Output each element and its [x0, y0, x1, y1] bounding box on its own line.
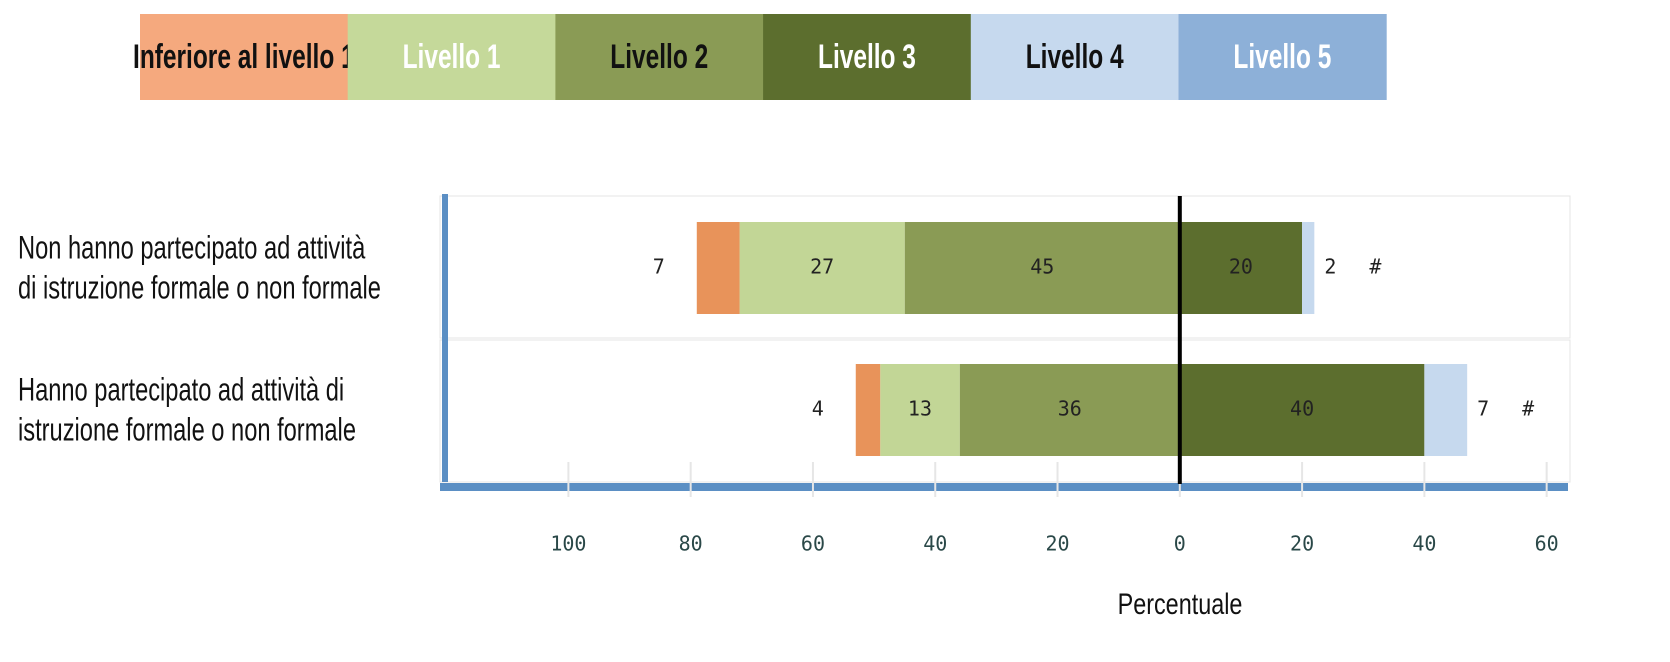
text-group: Hanno partecipato ad attività di — [18, 372, 344, 407]
data-label: 20 — [1229, 255, 1253, 279]
x-tick-label: 60 — [1535, 532, 1559, 556]
legend-label: Livello 5 — [1233, 38, 1331, 76]
text-group: Inferiore al livello 1 — [133, 38, 355, 76]
x-tick-label: 20 — [1045, 532, 1069, 556]
bar-segment — [880, 364, 960, 456]
bar-segment — [1302, 222, 1315, 314]
bar-segment — [855, 364, 881, 456]
legend-swatch — [1178, 14, 1387, 100]
legend-label: Livello 1 — [403, 38, 501, 76]
text-group: Livello 2 — [610, 38, 708, 76]
bar-segment — [739, 222, 905, 314]
x-tick-label: 80 — [679, 532, 703, 556]
bar-segment — [1179, 364, 1425, 456]
data-label: 13 — [908, 397, 932, 421]
bar-segment — [1179, 222, 1303, 314]
bar-segment — [1424, 364, 1468, 456]
x-tick-label: 20 — [1290, 532, 1314, 556]
legend-swatch — [970, 14, 1179, 100]
x-tick-label: 40 — [1412, 532, 1436, 556]
data-label: 27 — [810, 255, 834, 279]
category-label: di istruzione formale o non formale — [18, 270, 381, 305]
text-group: di istruzione formale o non formale — [18, 270, 381, 305]
data-label: 2 — [1324, 255, 1336, 279]
text-group: Livello 5 — [1233, 38, 1331, 76]
text-group: Livello 3 — [818, 38, 916, 76]
legend-label: Livello 3 — [818, 38, 916, 76]
x-tick-label: 100 — [550, 532, 586, 556]
data-label: 45 — [1030, 255, 1054, 279]
text-group: Non hanno partecipato ad attività — [18, 230, 366, 265]
x-tick-label: 60 — [801, 532, 825, 556]
bar-segment — [696, 222, 740, 314]
legend-swatch — [763, 14, 972, 100]
data-label: # — [1369, 255, 1381, 279]
category-label: Hanno partecipato ad attività di — [18, 372, 344, 407]
text-group: Livello 1 — [403, 38, 501, 76]
data-label: 40 — [1290, 397, 1314, 421]
x-axis-title: Percentuale — [1118, 587, 1243, 620]
data-label: # — [1522, 397, 1534, 421]
data-label: 36 — [1058, 397, 1082, 421]
x-tick-label: 40 — [923, 532, 947, 556]
legend-swatch — [347, 14, 556, 100]
data-label: 7 — [1477, 397, 1489, 421]
text-group: istruzione formale o non formale — [18, 412, 356, 447]
data-label: 4 — [812, 397, 824, 421]
x-tick-label: 0 — [1174, 532, 1186, 556]
legend-label: Inferiore al livello 1 — [133, 38, 355, 76]
category-label: istruzione formale o non formale — [18, 412, 356, 447]
bar-segment — [904, 222, 1180, 314]
text-group: Livello 4 — [1026, 38, 1124, 76]
legend-swatch — [555, 14, 764, 100]
legend-label: Livello 4 — [1026, 38, 1124, 76]
legend-label: Livello 2 — [610, 38, 708, 76]
legend-swatch — [140, 14, 349, 100]
bar-segment — [959, 364, 1180, 456]
category-label: Non hanno partecipato ad attività — [18, 230, 366, 265]
data-label: 7 — [653, 255, 665, 279]
